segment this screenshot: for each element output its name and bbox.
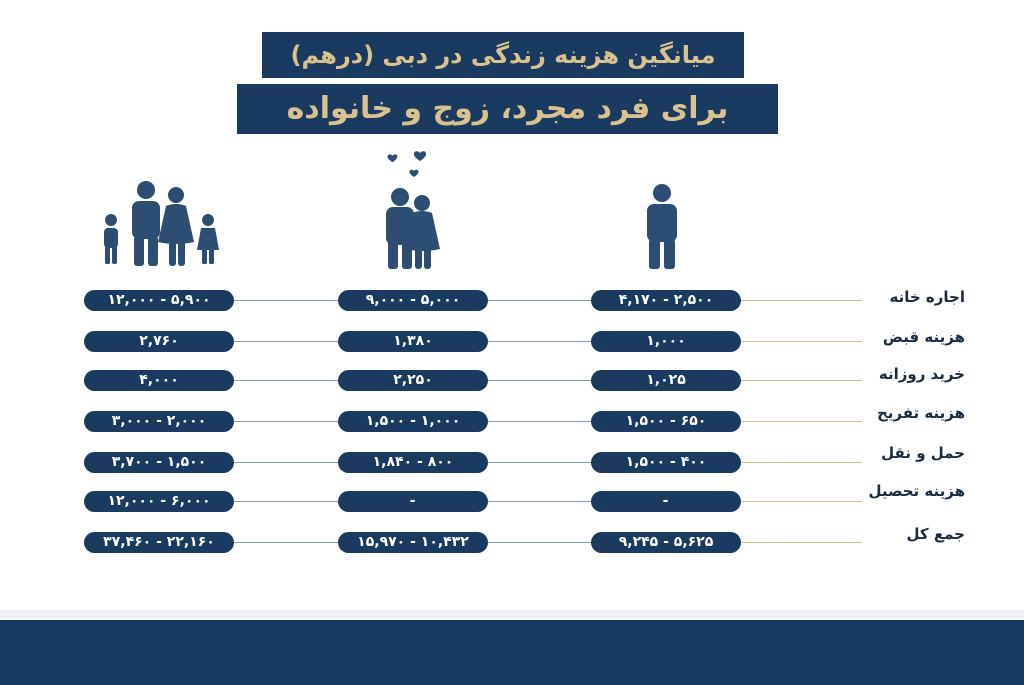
couple-cost-pill: ۱,۵۰۰ - ۱,۰۰۰ xyxy=(338,411,488,432)
family-cost-pill: ۱۲,۰۰۰ - ۵,۹۰۰ xyxy=(84,290,234,311)
connector-line xyxy=(234,300,338,301)
footer-separator xyxy=(0,610,1024,618)
connector-line xyxy=(234,462,338,463)
title-line-2: برای فرد مجرد، زوج و خانواده xyxy=(237,84,778,134)
connector-line xyxy=(488,341,591,342)
label-line xyxy=(741,421,862,422)
couple-cost-pill: ۱۵,۹۷۰ - ۱۰,۴۳۲ xyxy=(338,532,488,553)
couple-cost-pill: ۲,۲۵۰ xyxy=(338,370,488,391)
family-icon xyxy=(104,181,219,266)
family-cost-pill: ۳,۰۰۰ - ۲,۰۰۰ xyxy=(84,411,234,432)
family-cost-pill: ۳,۷۰۰ - ۱,۵۰۰ xyxy=(84,452,234,473)
connector-line xyxy=(488,462,591,463)
person-icon xyxy=(647,184,677,269)
connector-line xyxy=(488,380,591,381)
row-label-education: هزینه تحصیل xyxy=(868,482,965,500)
connector-line xyxy=(488,501,591,502)
couple-hearts-icon xyxy=(386,151,440,269)
label-line xyxy=(741,501,862,502)
single-cost-pill: ۱,۰۰۰ xyxy=(591,331,741,352)
footer-bar xyxy=(0,620,1024,685)
connector-line xyxy=(488,300,591,301)
title-line-1: میانگین هزینه زندگی در دبی (درهم) xyxy=(262,32,744,78)
single-cost-pill: ۱,۵۰۰ - ۶۵۰ xyxy=(591,411,741,432)
family-cost-pill: ۱۲,۰۰۰ - ۶,۰۰۰ xyxy=(84,491,234,512)
single-cost-pill: - xyxy=(591,491,741,512)
label-line xyxy=(741,542,862,543)
row-label-total: جمع کل xyxy=(906,525,965,543)
single-cost-pill: ۱,۰۲۵ xyxy=(591,370,741,391)
label-line xyxy=(741,341,862,342)
couple-cost-pill: ۱,۳۸۰ xyxy=(338,331,488,352)
label-line xyxy=(741,380,862,381)
couple-cost-pill: - xyxy=(338,491,488,512)
couple-cost-pill: ۹,۰۰۰ - ۵,۰۰۰ xyxy=(338,290,488,311)
connector-line xyxy=(234,341,338,342)
label-line xyxy=(741,300,862,301)
connector-line xyxy=(488,421,591,422)
row-label-transport: حمل و نقل xyxy=(881,444,965,462)
label-line xyxy=(741,462,862,463)
family-cost-pill: ۲,۷۶۰ xyxy=(84,331,234,352)
row-label-groceries: خرید روزانه xyxy=(878,365,965,383)
row-label-entertainment: هزینه تفریح xyxy=(876,404,965,422)
connector-line xyxy=(234,542,338,543)
single-cost-pill: ۱,۵۰۰ - ۴۰۰ xyxy=(591,452,741,473)
single-cost-pill: ۴,۱۷۰ - ۲,۵۰۰ xyxy=(591,290,741,311)
couple-cost-pill: ۱,۸۴۰ - ۸۰۰ xyxy=(338,452,488,473)
connector-line xyxy=(234,380,338,381)
row-label-bills: هزینه قبض xyxy=(882,328,965,346)
connector-line xyxy=(488,542,591,543)
connector-line xyxy=(234,501,338,502)
single-cost-pill: ۹,۲۴۵ - ۵,۶۲۵ xyxy=(591,532,741,553)
connector-line xyxy=(234,421,338,422)
family-cost-pill: ۴,۰۰۰ xyxy=(84,370,234,391)
family-cost-pill: ۳۷,۴۶۰ - ۲۲,۱۶۰ xyxy=(84,532,234,553)
row-label-rent: اجاره خانه xyxy=(889,288,965,306)
